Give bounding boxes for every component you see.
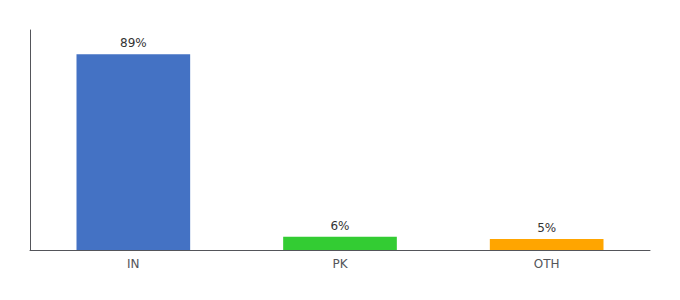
svg-text:IN: IN xyxy=(127,257,140,271)
svg-text:89%: 89% xyxy=(120,36,147,50)
svg-text:6%: 6% xyxy=(330,219,349,233)
svg-text:OTH: OTH xyxy=(534,257,560,271)
svg-text:5%: 5% xyxy=(537,221,556,235)
svg-text:PK: PK xyxy=(332,257,348,271)
